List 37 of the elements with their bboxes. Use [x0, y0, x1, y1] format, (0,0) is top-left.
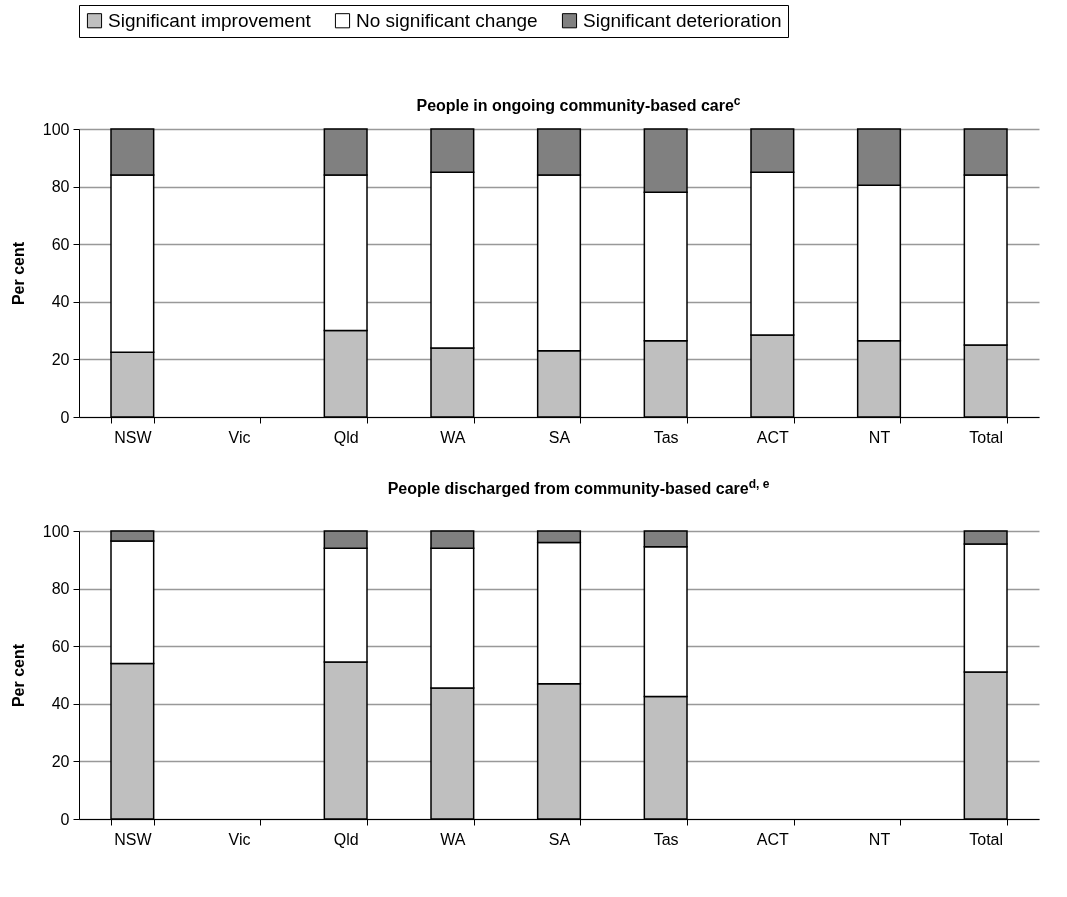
y-tick-label: 60 — [51, 637, 70, 655]
x-tick-label: Qld — [333, 830, 359, 848]
x-tick-label: NSW — [114, 428, 153, 446]
y-tick-label: 100 — [42, 522, 70, 540]
legend-label: Significant improvement — [108, 9, 312, 31]
x-tick-label: Tas — [653, 830, 679, 848]
x-tick-label: NT — [868, 428, 891, 446]
x-tick-label: Total — [969, 428, 1004, 446]
y-axis-title: Per cent — [9, 643, 27, 708]
y-axis-title: Per cent — [9, 241, 27, 306]
x-tick-label: Vic — [228, 830, 251, 848]
x-tick-label: Total — [969, 830, 1004, 848]
chart-title: People in ongoing community-based care$^{c}$ — [415, 94, 742, 116]
x-tick-label: SA — [548, 428, 571, 446]
y-tick-label: 80 — [51, 178, 70, 196]
legend-label: Significant deterioration — [583, 9, 782, 31]
x-tick-label: NSW — [114, 830, 153, 848]
x-tick-label: NT — [868, 830, 891, 848]
y-tick-label: 60 — [51, 235, 70, 253]
x-tick-label: ACT — [756, 830, 790, 848]
y-tick-label: 40 — [51, 695, 70, 713]
x-tick-label: SA — [548, 830, 571, 848]
y-tick-label: 80 — [51, 580, 70, 598]
x-tick-label: WA — [440, 428, 466, 446]
chart-title: People discharged from community-based care$^{d, e}$ — [386, 477, 771, 499]
y-tick-label: 40 — [51, 293, 70, 311]
x-tick-label: Qld — [333, 428, 359, 446]
y-tick-label: 20 — [51, 752, 70, 770]
y-tick-label: 0 — [60, 408, 70, 426]
y-tick-label: 20 — [51, 350, 70, 368]
x-tick-label: Tas — [653, 428, 679, 446]
y-tick-label: 0 — [60, 810, 70, 828]
x-tick-label: ACT — [756, 428, 790, 446]
x-tick-label: WA — [440, 830, 466, 848]
y-tick-label: 100 — [42, 120, 70, 138]
x-tick-label: Vic — [228, 428, 251, 446]
legend-label: No significant change — [356, 9, 538, 31]
